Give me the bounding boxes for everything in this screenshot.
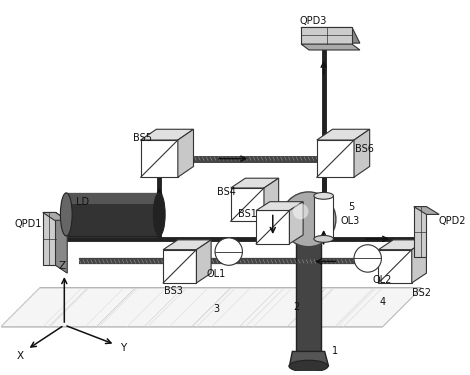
Text: QPD2: QPD2 bbox=[438, 216, 466, 226]
Text: 4: 4 bbox=[379, 297, 385, 307]
Polygon shape bbox=[317, 129, 370, 140]
Text: LD: LD bbox=[76, 197, 89, 207]
Polygon shape bbox=[66, 193, 159, 204]
Ellipse shape bbox=[289, 360, 328, 372]
Polygon shape bbox=[196, 240, 211, 283]
Polygon shape bbox=[256, 202, 303, 210]
Polygon shape bbox=[43, 213, 67, 220]
Circle shape bbox=[281, 192, 336, 247]
Text: X: X bbox=[17, 351, 24, 361]
Polygon shape bbox=[414, 207, 426, 258]
Polygon shape bbox=[301, 27, 360, 43]
Polygon shape bbox=[378, 240, 426, 250]
Polygon shape bbox=[66, 193, 159, 236]
Text: 1: 1 bbox=[332, 346, 338, 356]
Text: Y: Y bbox=[120, 344, 126, 354]
Text: QPD1: QPD1 bbox=[15, 219, 42, 229]
Polygon shape bbox=[231, 178, 279, 188]
Polygon shape bbox=[178, 129, 194, 177]
Polygon shape bbox=[414, 207, 439, 214]
Text: BS3: BS3 bbox=[164, 286, 183, 296]
Polygon shape bbox=[378, 250, 412, 283]
Text: BS2: BS2 bbox=[412, 288, 431, 298]
Text: 2: 2 bbox=[293, 302, 299, 312]
Ellipse shape bbox=[314, 192, 333, 199]
Text: QPD3: QPD3 bbox=[299, 16, 327, 26]
Polygon shape bbox=[256, 210, 290, 244]
Text: Z: Z bbox=[59, 261, 66, 271]
Polygon shape bbox=[231, 188, 264, 221]
Polygon shape bbox=[301, 44, 360, 50]
Polygon shape bbox=[163, 240, 211, 250]
Polygon shape bbox=[141, 129, 194, 140]
Polygon shape bbox=[0, 288, 422, 327]
Polygon shape bbox=[296, 234, 321, 356]
Polygon shape bbox=[317, 140, 354, 177]
Text: OL1: OL1 bbox=[206, 269, 226, 279]
Text: BS6: BS6 bbox=[355, 144, 374, 154]
Polygon shape bbox=[55, 213, 67, 273]
Ellipse shape bbox=[314, 236, 333, 242]
Circle shape bbox=[293, 204, 308, 219]
Polygon shape bbox=[43, 213, 55, 265]
Text: OL2: OL2 bbox=[373, 275, 392, 285]
Circle shape bbox=[215, 238, 243, 265]
Polygon shape bbox=[301, 27, 352, 44]
Text: BS4: BS4 bbox=[217, 187, 235, 197]
Polygon shape bbox=[264, 178, 279, 221]
Polygon shape bbox=[290, 202, 303, 244]
Text: 5: 5 bbox=[348, 202, 354, 211]
Polygon shape bbox=[314, 196, 333, 239]
Text: BS1: BS1 bbox=[238, 209, 257, 219]
Ellipse shape bbox=[296, 230, 321, 238]
Polygon shape bbox=[412, 240, 426, 283]
Circle shape bbox=[354, 245, 382, 272]
Text: BS5: BS5 bbox=[133, 133, 152, 143]
Ellipse shape bbox=[61, 193, 72, 236]
Text: 3: 3 bbox=[213, 304, 219, 314]
Polygon shape bbox=[354, 129, 370, 177]
Polygon shape bbox=[141, 140, 178, 177]
Ellipse shape bbox=[153, 193, 165, 236]
Polygon shape bbox=[163, 250, 196, 283]
Polygon shape bbox=[290, 351, 329, 366]
Text: OL3: OL3 bbox=[340, 216, 360, 226]
